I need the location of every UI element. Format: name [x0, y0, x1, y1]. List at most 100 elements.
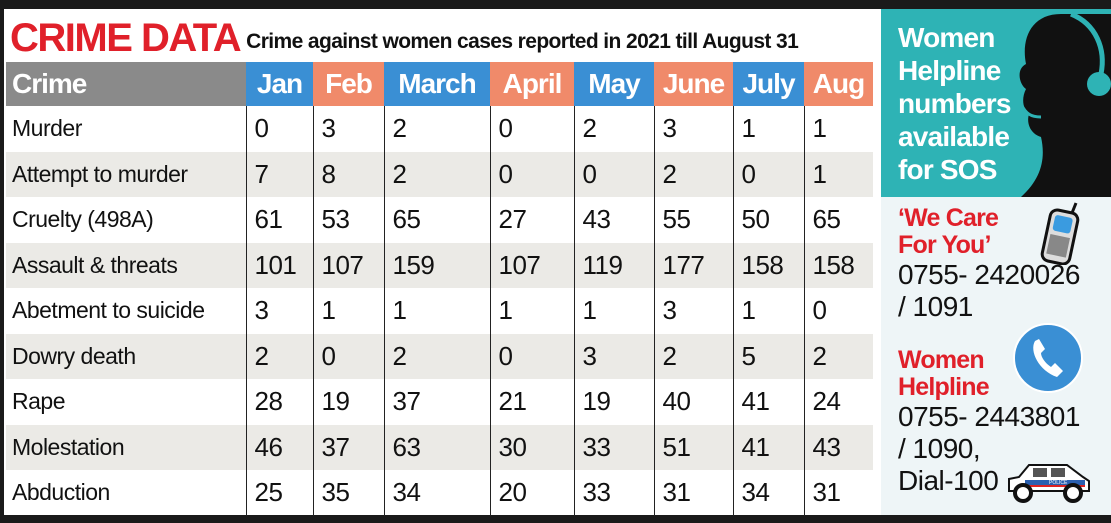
table-row: Attempt to murder 7 8 2 0 0 2 0 1	[6, 151, 873, 197]
table-row: Cruelty (498A) 61 53 65 27 43 55 50 65	[6, 197, 873, 243]
cell-value: 2	[383, 333, 490, 379]
top-border	[0, 0, 1111, 9]
cell-value: 41	[732, 424, 804, 470]
cell-value: 0	[573, 151, 654, 197]
cell-value: 7	[245, 151, 313, 197]
table-row: Dowry death 2 0 2 0 3 2 5 2	[6, 333, 873, 379]
we-care-label: For You’	[898, 231, 991, 259]
cell-value: 33	[573, 470, 654, 516]
cell-value: 21	[489, 379, 574, 425]
cell-value: 1	[732, 106, 804, 152]
cell-value: 37	[383, 379, 490, 425]
cell-value: 1	[573, 288, 654, 334]
cell-value: 0	[489, 333, 574, 379]
women-helpline-label: Helpline	[898, 373, 990, 401]
heading-line: for SOS	[898, 154, 997, 185]
cell-value: 43	[803, 424, 873, 470]
crime-name: Murder	[12, 115, 82, 142]
women-helpline-label: Women	[898, 346, 985, 374]
cell-value: 0	[732, 151, 804, 197]
cell-value: 0	[245, 106, 313, 152]
cell-value: 3	[573, 333, 654, 379]
header-aug: Aug	[804, 62, 873, 106]
header-crime: Crime	[6, 62, 246, 106]
mobile-phone-icon	[1040, 202, 1080, 265]
subtitle: Crime against women cases reported in 20…	[246, 30, 799, 53]
bottom-border	[0, 515, 1111, 523]
cell-value: 159	[383, 242, 490, 288]
table-row: Murder 0 3 2 0 2 3 1 1	[6, 106, 873, 152]
crime-name: Assault & threats	[6, 242, 246, 288]
header-june: June	[654, 62, 733, 106]
cell-value: 2	[245, 333, 313, 379]
table-row: Assault & threats 101 107 159 107 119 177 158 15…	[6, 242, 873, 288]
cell-value: 107	[312, 242, 384, 288]
crime-name: Molestation	[6, 424, 246, 470]
cell-value: 2	[383, 151, 490, 197]
cell-value: 34	[732, 470, 804, 516]
we-care-number: / 1091	[898, 291, 973, 322]
crime-name: Rape	[12, 388, 65, 415]
cell-value: 1	[803, 106, 873, 152]
cell-value: 33	[573, 424, 654, 470]
crime-table: Crime Jan Feb March April May June July Aug Mur…	[6, 62, 873, 516]
header-jan: Jan	[246, 62, 313, 106]
cell-value: 19	[573, 379, 654, 425]
cell-value: 3	[653, 288, 733, 334]
cell-value: 8	[312, 151, 384, 197]
header-feb: Feb	[313, 62, 384, 106]
helpline-panel: Women Helpline numbers available for SOS…	[881, 9, 1111, 515]
women-helpline-number: / 1090,	[898, 433, 981, 464]
left-border	[0, 0, 4, 523]
cell-value: 177	[653, 242, 733, 288]
cell-value: 30	[489, 424, 574, 470]
cell-value: 2	[383, 106, 490, 152]
dial-100: Dial-100	[898, 465, 999, 496]
we-care-label: ‘We Care	[898, 204, 999, 232]
phone-handset-icon	[1013, 323, 1083, 393]
cell-value: 158	[803, 242, 873, 288]
crime-name: Abduction	[12, 479, 110, 506]
cell-value: 63	[383, 424, 490, 470]
cell-value: 43	[573, 197, 654, 243]
cell-value: 31	[653, 470, 733, 516]
call-center-agent-icon	[1019, 11, 1111, 197]
women-helpline-number: 0755- 2443801	[898, 401, 1080, 432]
cell-value: 20	[489, 470, 574, 516]
cell-value: 3	[312, 106, 384, 152]
helpline-banner: Women Helpline numbers available for SOS	[881, 9, 1111, 197]
cell-value: 5	[732, 333, 804, 379]
cell-value: 19	[312, 379, 384, 425]
police-label: POLICE	[1049, 480, 1068, 486]
crime-name: Attempt to murder	[6, 151, 246, 197]
cell-value: 27	[489, 197, 574, 243]
cell-value: 107	[489, 242, 574, 288]
cell-value: 51	[653, 424, 733, 470]
table-row: Abetment to suicide 3 1 1 1 1 3 1 0	[6, 288, 873, 334]
cell-value: 61	[245, 197, 313, 243]
cell-value: 1	[489, 288, 574, 334]
heading-line: numbers	[898, 88, 1011, 119]
cell-value: 55	[653, 197, 733, 243]
header-row: Crime Jan Feb March April May June July Aug	[6, 62, 873, 106]
cell-value: 0	[489, 106, 574, 152]
cell-value: 28	[245, 379, 313, 425]
cell-value: 40	[653, 379, 733, 425]
header-march: March	[384, 62, 490, 106]
cell-value: 53	[312, 197, 384, 243]
cell-value: 2	[653, 333, 733, 379]
cell-value: 2	[573, 106, 654, 152]
crime-name: Cruelty (498A)	[12, 206, 154, 233]
cell-value: 25	[245, 470, 313, 516]
cell-value: 24	[803, 379, 873, 425]
header-july: July	[733, 62, 804, 106]
cell-value: 2	[653, 151, 733, 197]
cell-value: 34	[383, 470, 490, 516]
cell-value: 1	[803, 151, 873, 197]
cell-value: 101	[245, 242, 313, 288]
cell-value: 35	[312, 470, 384, 516]
table-row: Rape 28 19 37 21 19 40 41 24	[6, 379, 873, 425]
cell-value: 31	[803, 470, 873, 516]
cell-value: 0	[312, 333, 384, 379]
heading-line: available	[898, 121, 1010, 152]
